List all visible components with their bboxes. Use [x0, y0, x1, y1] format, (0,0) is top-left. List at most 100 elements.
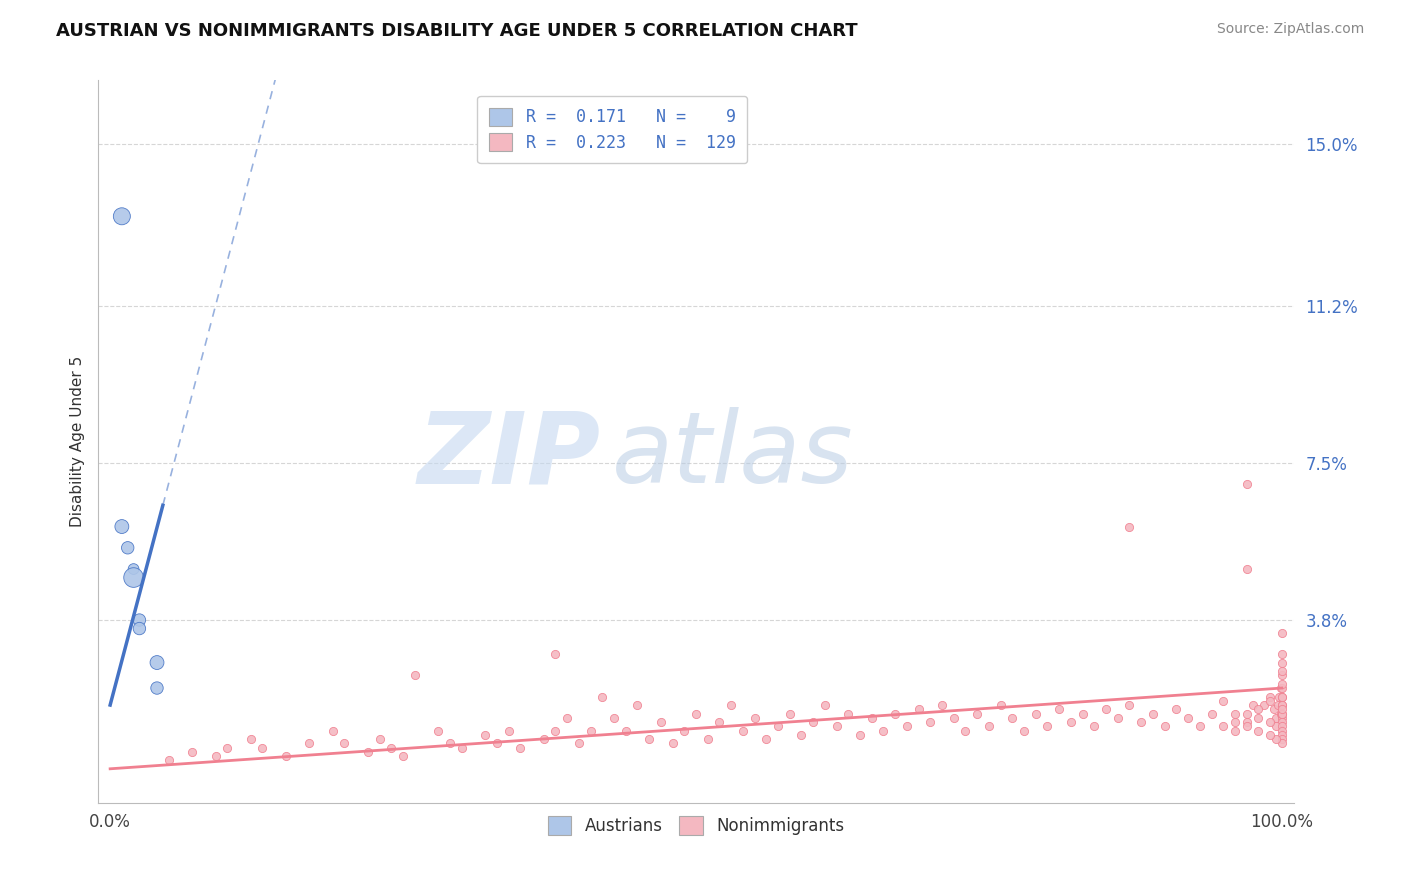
- Point: [1083, 719, 1105, 733]
- Point: [638, 732, 661, 747]
- Point: [1271, 728, 1294, 742]
- Point: [404, 668, 426, 682]
- Point: [955, 723, 977, 738]
- Text: atlas: atlas: [613, 408, 853, 505]
- Point: [427, 723, 450, 738]
- Point: [1271, 732, 1294, 747]
- Point: [298, 736, 321, 750]
- Point: [555, 711, 578, 725]
- Point: [1271, 677, 1294, 691]
- Point: [1258, 690, 1281, 704]
- Point: [485, 736, 508, 750]
- Point: [1270, 706, 1292, 721]
- Point: [122, 570, 145, 584]
- Point: [720, 698, 742, 712]
- Point: [1201, 706, 1223, 721]
- Point: [1118, 519, 1140, 533]
- Point: [544, 723, 567, 738]
- Point: [1271, 706, 1294, 721]
- Point: [673, 723, 696, 738]
- Point: [1258, 694, 1281, 708]
- Point: [1271, 690, 1294, 704]
- Point: [128, 613, 150, 627]
- Point: [1177, 711, 1199, 725]
- Point: [1271, 719, 1294, 733]
- Point: [368, 732, 391, 747]
- Point: [322, 723, 344, 738]
- Point: [1095, 702, 1118, 716]
- Point: [392, 749, 415, 764]
- Point: [709, 714, 731, 729]
- Point: [966, 706, 988, 721]
- Point: [1271, 664, 1294, 678]
- Point: [357, 745, 380, 759]
- Point: [568, 736, 591, 750]
- Point: [1271, 698, 1294, 712]
- Point: [1271, 698, 1294, 712]
- Point: [544, 647, 567, 661]
- Point: [779, 706, 801, 721]
- Point: [907, 702, 929, 716]
- Point: [1270, 681, 1292, 695]
- Point: [252, 740, 274, 755]
- Point: [1271, 736, 1294, 750]
- Point: [181, 745, 204, 759]
- Point: [1267, 698, 1289, 712]
- Point: [1271, 711, 1294, 725]
- Point: [1258, 714, 1281, 729]
- Point: [1212, 719, 1234, 733]
- Point: [1118, 698, 1140, 712]
- Point: [837, 706, 859, 721]
- Point: [1263, 702, 1285, 716]
- Point: [1223, 723, 1246, 738]
- Point: [146, 681, 169, 695]
- Text: ZIP: ZIP: [418, 408, 600, 505]
- Point: [766, 719, 789, 733]
- Point: [1236, 706, 1258, 721]
- Point: [117, 541, 139, 555]
- Point: [1271, 702, 1294, 716]
- Point: [509, 740, 531, 755]
- Point: [111, 519, 134, 533]
- Point: [474, 728, 496, 742]
- Point: [931, 698, 953, 712]
- Point: [1265, 732, 1288, 747]
- Point: [533, 732, 555, 747]
- Point: [128, 622, 150, 636]
- Point: [790, 728, 813, 742]
- Point: [884, 706, 907, 721]
- Point: [860, 711, 883, 725]
- Point: [1265, 719, 1288, 733]
- Point: [333, 736, 356, 750]
- Text: Source: ZipAtlas.com: Source: ZipAtlas.com: [1216, 22, 1364, 37]
- Point: [685, 706, 707, 721]
- Point: [1130, 714, 1153, 729]
- Point: [661, 736, 683, 750]
- Point: [1236, 477, 1258, 491]
- Point: [1271, 647, 1294, 661]
- Point: [942, 711, 965, 725]
- Point: [990, 698, 1012, 712]
- Point: [579, 723, 602, 738]
- Point: [801, 714, 824, 729]
- Point: [977, 719, 1000, 733]
- Point: [1012, 723, 1035, 738]
- Point: [146, 656, 169, 670]
- Point: [626, 698, 648, 712]
- Point: [1036, 719, 1059, 733]
- Point: [1001, 711, 1024, 725]
- Point: [1166, 702, 1188, 716]
- Point: [1247, 723, 1270, 738]
- Point: [1271, 723, 1294, 738]
- Point: [274, 749, 297, 764]
- Point: [1071, 706, 1094, 721]
- Point: [872, 723, 894, 738]
- Point: [1271, 668, 1294, 682]
- Point: [1241, 698, 1264, 712]
- Point: [380, 740, 402, 755]
- Point: [1247, 711, 1270, 725]
- Point: [1271, 690, 1294, 704]
- Legend: Austrians, Nonimmigrants: Austrians, Nonimmigrants: [538, 806, 853, 845]
- Point: [1223, 714, 1246, 729]
- Point: [1271, 706, 1294, 721]
